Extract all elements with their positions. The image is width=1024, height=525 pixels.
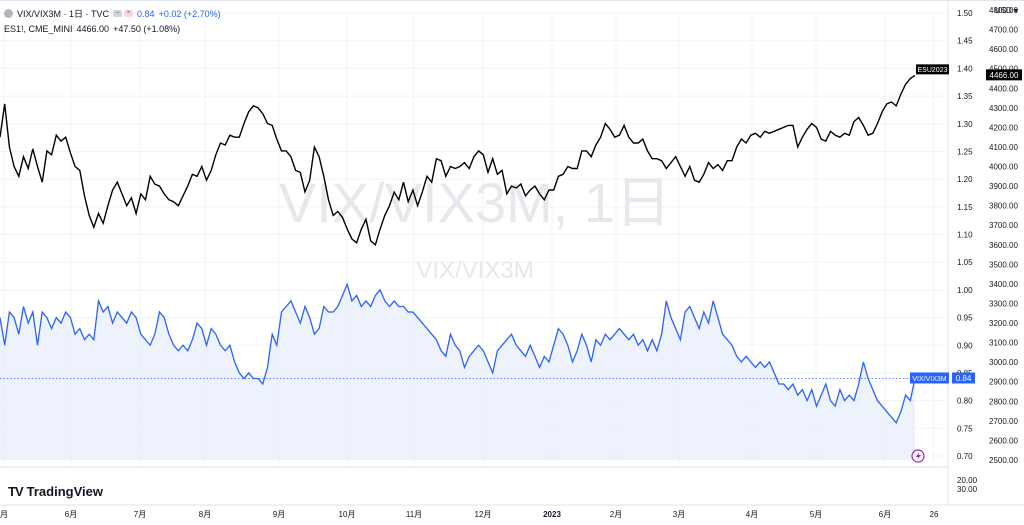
time-tick-label: 5月 bbox=[810, 510, 822, 519]
ratio-tick-label: 0.75 bbox=[957, 424, 973, 433]
chevron-down-icon: ▾ bbox=[1013, 6, 1018, 15]
es-tick-label: 3300.00 bbox=[989, 299, 1018, 308]
es-line bbox=[0, 74, 916, 247]
volume-tick-label: 30.00 bbox=[957, 485, 978, 494]
alert-icon[interactable] bbox=[911, 449, 925, 463]
es-price-value: 4466.00 bbox=[990, 71, 1019, 80]
minus-icon[interactable]: – bbox=[113, 10, 123, 17]
ratio-line bbox=[0, 282, 916, 425]
ratio-area bbox=[0, 284, 915, 460]
es-series bbox=[0, 74, 916, 247]
es-tick-label: 2900.00 bbox=[989, 378, 1018, 387]
legend-compare-symbol: ES1!, CME_MINI bbox=[4, 24, 73, 34]
ratio-price-label: 0.84 bbox=[952, 372, 975, 384]
ratio-tick-label: 1.35 bbox=[957, 92, 973, 101]
ratio-tick-label: 1.10 bbox=[957, 231, 973, 240]
ratio-price-value: 0.84 bbox=[956, 374, 972, 383]
ratio-tick-label: 0.80 bbox=[957, 397, 973, 406]
time-axis[interactable]: 月 6月 7月 8月 9月 10月 11月 12月 2023 2月 3月 4月 5月 6月 26 bbox=[0, 510, 939, 519]
ratio-tick-label: 0.95 bbox=[957, 314, 973, 323]
time-tick-label: 12月 bbox=[475, 510, 492, 519]
brand-name: TradingView bbox=[26, 484, 103, 499]
ratio-tick-label: 0.70 bbox=[957, 452, 973, 461]
legend-compare[interactable]: ES1!, CME_MINI 4466.00 +47.50 (+1.08%) bbox=[4, 24, 180, 34]
legend-actions[interactable]: – × bbox=[113, 10, 134, 17]
ratio-series bbox=[0, 282, 948, 460]
time-tick-label: 11月 bbox=[406, 510, 422, 519]
es-tick-label: 2600.00 bbox=[989, 436, 1018, 445]
tv-logo-icon: TV bbox=[8, 484, 24, 499]
es-price-label: 4466.00 bbox=[986, 69, 1022, 81]
es-tick-label: 2800.00 bbox=[989, 397, 1018, 406]
watermark-subtitle: VIX/VIX3M bbox=[416, 257, 533, 284]
ratio-tick-label: 1.05 bbox=[957, 258, 973, 267]
ratio-series-tag: VIX/VIX3M bbox=[910, 372, 949, 384]
es-tick-label: 4300.00 bbox=[989, 104, 1018, 113]
time-tick-label: 26 bbox=[930, 510, 939, 519]
es-tick-label: 3800.00 bbox=[989, 202, 1018, 211]
es-tick-label: 3500.00 bbox=[989, 260, 1018, 269]
ratio-tick-label: 1.25 bbox=[957, 147, 973, 156]
ratio-tick-label: 1.00 bbox=[957, 286, 973, 295]
time-tick-label: 4月 bbox=[746, 510, 758, 519]
es-tick-label: 4000.00 bbox=[989, 163, 1018, 172]
time-tick-label: 6月 bbox=[65, 510, 77, 519]
es-tick-label: 3700.00 bbox=[989, 221, 1018, 230]
time-tick-label: 8月 bbox=[199, 510, 211, 519]
time-tick-label: 9月 bbox=[273, 510, 285, 519]
symbol-icon bbox=[4, 9, 13, 18]
es-tick-label: 2700.00 bbox=[989, 417, 1018, 426]
es-series-tag: ESU2023 bbox=[916, 64, 949, 75]
legend-main-value: 0.84 bbox=[137, 8, 155, 19]
es-tick-label: 3600.00 bbox=[989, 241, 1018, 250]
volume-tick-label: 20.00 bbox=[957, 476, 978, 485]
es-tick-label: 4100.00 bbox=[989, 143, 1018, 152]
ratio-tick-label: 1.30 bbox=[957, 120, 973, 129]
es-tick-label: 4400.00 bbox=[989, 84, 1018, 93]
es-axis[interactable]: 4800.00 4700.00 4600.00 4500.00 4400.00 4300.… bbox=[989, 6, 1018, 465]
ratio-series-name: VIX/VIX3M bbox=[912, 376, 946, 383]
legend-compare-value: 4466.00 bbox=[76, 24, 110, 34]
ratio-tick-label: 1.15 bbox=[957, 203, 973, 212]
time-tick-label: 10月 bbox=[339, 510, 356, 519]
time-tick-label: 月 bbox=[0, 510, 8, 519]
es-tick-label: 3000.00 bbox=[989, 358, 1018, 367]
legend-main[interactable]: VIX/VIX3M · 1日 · TVC – × 0.84 +0.02 (+2.… bbox=[4, 7, 221, 20]
tradingview-logo[interactable]: TV TradingView bbox=[8, 484, 103, 499]
time-tick-label: 6月 bbox=[879, 510, 891, 519]
watermark-title: VIX/VIX3M, 1日 bbox=[279, 171, 671, 234]
price-labels: ESU2023 4466.00 VIX/VIX3M 0.84 bbox=[910, 64, 1022, 384]
es-tick-label: 2500.00 bbox=[989, 456, 1018, 465]
time-tick-label: 7月 bbox=[134, 510, 146, 519]
ratio-tick-label: 1.50 bbox=[957, 9, 973, 18]
time-tick-label: 3月 bbox=[673, 510, 685, 519]
es-tick-label: 4800.00 bbox=[989, 6, 1018, 15]
ratio-tick-label: 1.20 bbox=[957, 175, 973, 184]
es-tick-label: 4200.00 bbox=[989, 123, 1018, 132]
es-tick-label: 3100.00 bbox=[989, 339, 1018, 348]
time-tick-label: 2月 bbox=[610, 510, 622, 519]
ratio-tick-label: 1.40 bbox=[957, 64, 973, 73]
es-tick-label: 3200.00 bbox=[989, 319, 1018, 328]
es-tick-label: 3400.00 bbox=[989, 280, 1018, 289]
legend-compare-change: +47.50 (+1.08%) bbox=[113, 24, 181, 34]
watermark: VIX/VIX3M, 1日 VIX/VIX3M bbox=[279, 171, 671, 284]
es-tick-label: 3900.00 bbox=[989, 182, 1018, 191]
es-tick-label: 4500.00 bbox=[989, 65, 1018, 74]
es-tick-label: 4700.00 bbox=[989, 26, 1018, 35]
ratio-tick-label: 1.45 bbox=[957, 37, 973, 46]
legend-main-change: +0.02 (+2.70%) bbox=[158, 8, 221, 19]
time-tick-label: 2023 bbox=[543, 510, 561, 519]
currency-label: USD bbox=[994, 6, 1012, 15]
legend-main-symbol: VIX/VIX3M · 1日 · TVC bbox=[17, 9, 110, 19]
es-series-name: ESU2023 bbox=[918, 67, 948, 74]
currency-selector[interactable]: USD ▾ bbox=[995, 6, 1018, 15]
ratio-tick-label: 0.90 bbox=[957, 341, 973, 350]
close-icon[interactable]: × bbox=[124, 10, 134, 17]
es-tick-label: 4600.00 bbox=[989, 45, 1018, 54]
